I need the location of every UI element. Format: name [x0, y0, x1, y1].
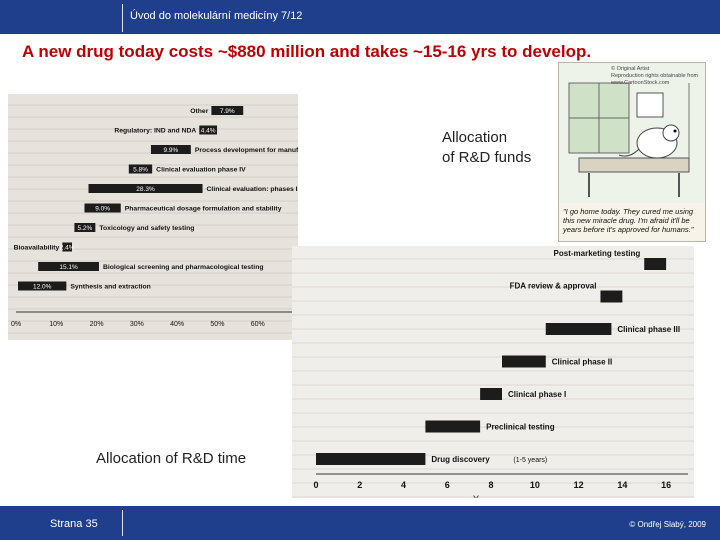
funds-value-label: 5.2% — [77, 225, 92, 232]
funds-category-label: Clinical evaluation phase IV — [156, 167, 246, 174]
funds-category-label: Regulatory: IND and NDA — [114, 128, 196, 135]
label-funds: Allocation of R&D funds — [440, 128, 534, 168]
time-tick-label: 10 — [530, 480, 540, 490]
funds-category-label: Synthesis and extraction — [70, 284, 150, 291]
funds-tick-label: 0% — [11, 321, 21, 328]
time-category-label: Clinical phase I — [508, 390, 566, 399]
time-bar — [480, 388, 502, 400]
funds-bar — [88, 184, 203, 193]
funds-value-label: 5.8% — [133, 167, 148, 174]
time-category-label: Post-marketing testing — [554, 249, 641, 258]
time-chart-image: 0 2 4 6 8 10 12 14 16 Y Post-marketing testing FDA … — [292, 246, 694, 498]
funds-chart-image: 0%10%20%30%40%50%60%707.9%Other4.4%Regul… — [8, 94, 298, 340]
funds-category-label: Pharmaceutical dosage formulation and st… — [125, 206, 282, 213]
header-bar: Úvod do molekulární medicíny 7/12 — [0, 0, 720, 34]
time-bar — [425, 420, 481, 433]
funds-value-label: 12.0% — [33, 284, 52, 291]
funds-bar — [84, 203, 121, 213]
funds-bar — [62, 242, 72, 252]
footer-divider — [122, 510, 123, 536]
time-bar — [545, 323, 612, 335]
funds-value-label: 9.9% — [163, 147, 178, 154]
funds-value-label: 4.4% — [201, 128, 216, 135]
time-tick-label: 16 — [661, 480, 671, 490]
label-time: Allocation of R&D time — [96, 450, 247, 467]
header-text: Úvod do molekulární medicíny 7/12 — [130, 10, 303, 22]
time-bar — [644, 258, 667, 270]
time-chart: 0 2 4 6 8 10 12 14 16 Y Post-marketing testing FDA … — [313, 249, 688, 498]
time-tick-label: 4 — [401, 480, 406, 490]
slide-title: A new drug today costs ~$880 million and… — [22, 42, 592, 61]
funds-category-label: Bioavailability — [14, 245, 60, 252]
funds-tick-label: 30% — [130, 321, 144, 328]
time-tick-label: 14 — [617, 480, 627, 490]
time-x-axis-label: Y — [473, 494, 479, 498]
funds-category-label: Toxicology and safety testing — [99, 225, 194, 232]
funds-bar — [199, 125, 218, 135]
time-category-label: FDA review & approval — [510, 282, 597, 291]
time-bar — [502, 355, 546, 368]
label-funds-line2: of R&D funds — [442, 149, 532, 166]
funds-category-label: Process development for manufacturing an… — [195, 147, 298, 154]
funds-value-label: 15.1% — [59, 264, 78, 271]
time-category-label: Clinical phase II — [552, 358, 612, 367]
time-tick-label: 2 — [357, 480, 362, 490]
cartoon-image: © Original Artist Reproduction rights ob… — [558, 62, 706, 242]
funds-value-label: 2.4% — [60, 245, 75, 252]
funds-category-label: Clinical evaluation: phases I, II and II… — [207, 186, 298, 193]
funds-tick-label: 50% — [210, 321, 224, 328]
cartoon-copyright-line3: www.CartoonStock.com — [611, 80, 670, 86]
header-divider — [122, 4, 123, 32]
funds-value-label: 9.0% — [95, 206, 110, 213]
time-tick-label: 12 — [574, 480, 584, 490]
page-number: Strana 35 — [50, 518, 98, 530]
time-category-label: Clinical phase III — [617, 325, 680, 334]
cartoon-drawing — [559, 63, 705, 203]
time-tick-label: 8 — [489, 480, 494, 490]
label-funds-line1: Allocation — [442, 129, 508, 146]
funds-bar — [38, 262, 99, 271]
time-tick-label: 0 — [313, 480, 318, 490]
funds-bar — [18, 281, 67, 291]
funds-tick-label: 10% — [49, 321, 63, 328]
funds-value-label: 7.9% — [220, 108, 235, 115]
time-category-note: (1-5 years) — [513, 457, 547, 464]
funds-category-label: Other — [190, 108, 208, 115]
funds-category-label: Biological screening and pharmacological… — [103, 264, 264, 271]
time-category-label: Drug discovery — [431, 455, 490, 464]
funds-bar — [128, 164, 153, 174]
cartoon-copyright-line2: Reproduction rights obtainable from — [611, 73, 699, 79]
cartoon-copyright: © Original Artist Reproduction rights ob… — [611, 66, 698, 87]
footer-copyright: © Ondřej Slabý, 2009 — [629, 520, 706, 529]
funds-value-label: 28.3% — [136, 186, 155, 193]
funds-chart-background — [8, 94, 298, 340]
time-bar — [600, 290, 623, 303]
cartoon-copyright-line1: © Original Artist — [611, 66, 650, 72]
funds-bar — [150, 145, 191, 154]
funds-bar — [211, 106, 244, 115]
cartoon-caption: "I go home today. They cured me using th… — [563, 207, 694, 234]
funds-chart: 0%10%20%30%40%50%60%707.9%Other4.4%Regul… — [11, 106, 298, 328]
funds-bar — [74, 223, 96, 232]
time-tick-label: 6 — [445, 480, 450, 490]
time-category-label: Preclinical testing — [486, 423, 555, 432]
funds-tick-label: 20% — [90, 321, 104, 328]
footer-bar: Strana 35 © Ondřej Slabý, 2009 — [0, 506, 720, 540]
funds-tick-label: 60% — [251, 321, 265, 328]
funds-tick-label: 40% — [170, 321, 184, 328]
time-bar — [316, 453, 426, 465]
